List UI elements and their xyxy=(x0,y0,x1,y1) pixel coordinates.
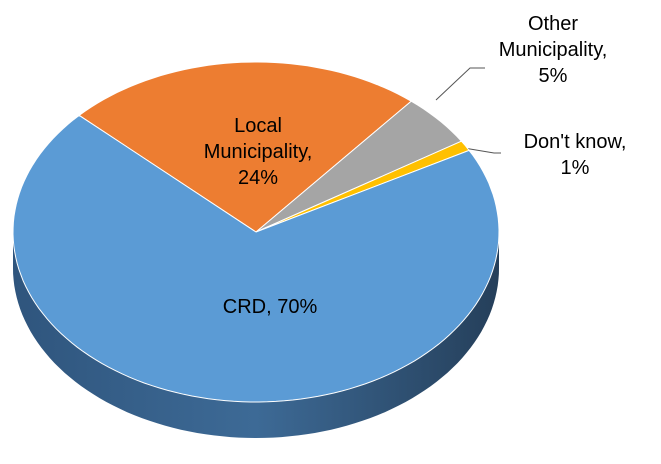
pie-slice xyxy=(78,61,413,233)
pie-slice xyxy=(12,114,500,403)
data-label: CRD, 70% xyxy=(223,296,318,318)
data-label: Local Municipality, 24% xyxy=(204,115,313,189)
pie xyxy=(12,61,500,438)
pie-slice xyxy=(255,100,463,233)
data-label: Other Municipality, 5% xyxy=(499,13,608,87)
data-label: Don't know, 1% xyxy=(524,131,627,179)
leader-line xyxy=(435,67,485,101)
pie-side xyxy=(13,232,499,438)
